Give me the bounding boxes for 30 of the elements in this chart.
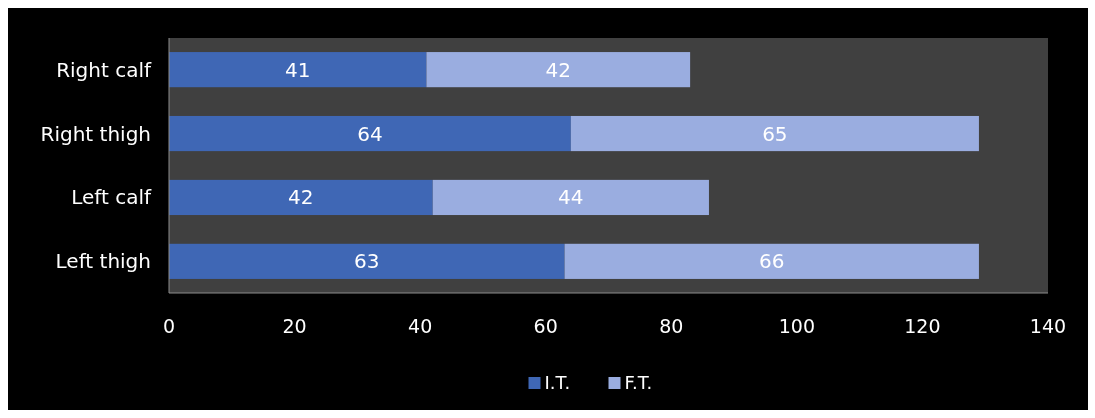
data-label: 64 — [357, 121, 383, 146]
data-label: 41 — [284, 57, 311, 82]
x-tick-label: 0 — [162, 315, 176, 337]
data-label: 65 — [762, 121, 788, 146]
y-tick-label: Left thigh — [55, 249, 151, 274]
bar — [570, 115, 979, 152]
bar — [169, 115, 571, 152]
bar — [564, 243, 979, 279]
x-tick-label: 140 — [1029, 315, 1067, 337]
y-tick-label: Left calf — [71, 185, 152, 210]
x-tick-label: 80 — [659, 315, 684, 337]
legend-label: I.T. — [544, 372, 571, 394]
legend-label: F.T. — [624, 372, 653, 394]
data-label: 66 — [759, 249, 785, 274]
x-tick-label: 40 — [408, 315, 433, 337]
y-tick-label: Right calf — [56, 57, 152, 82]
x-tick-label: 100 — [778, 315, 815, 337]
bar — [426, 52, 691, 88]
bar — [432, 179, 709, 216]
x-tick-label: 60 — [533, 315, 558, 337]
y-tick-label: Right thigh — [40, 121, 151, 146]
data-label: 42 — [288, 185, 314, 210]
data-label: 63 — [354, 249, 380, 274]
x-tick-label: 120 — [904, 315, 941, 337]
bar — [169, 243, 565, 279]
bar — [169, 179, 433, 216]
bar — [169, 52, 427, 88]
data-label: 42 — [545, 57, 571, 82]
x-tick-label: 20 — [282, 315, 307, 337]
data-label: 44 — [558, 185, 584, 210]
